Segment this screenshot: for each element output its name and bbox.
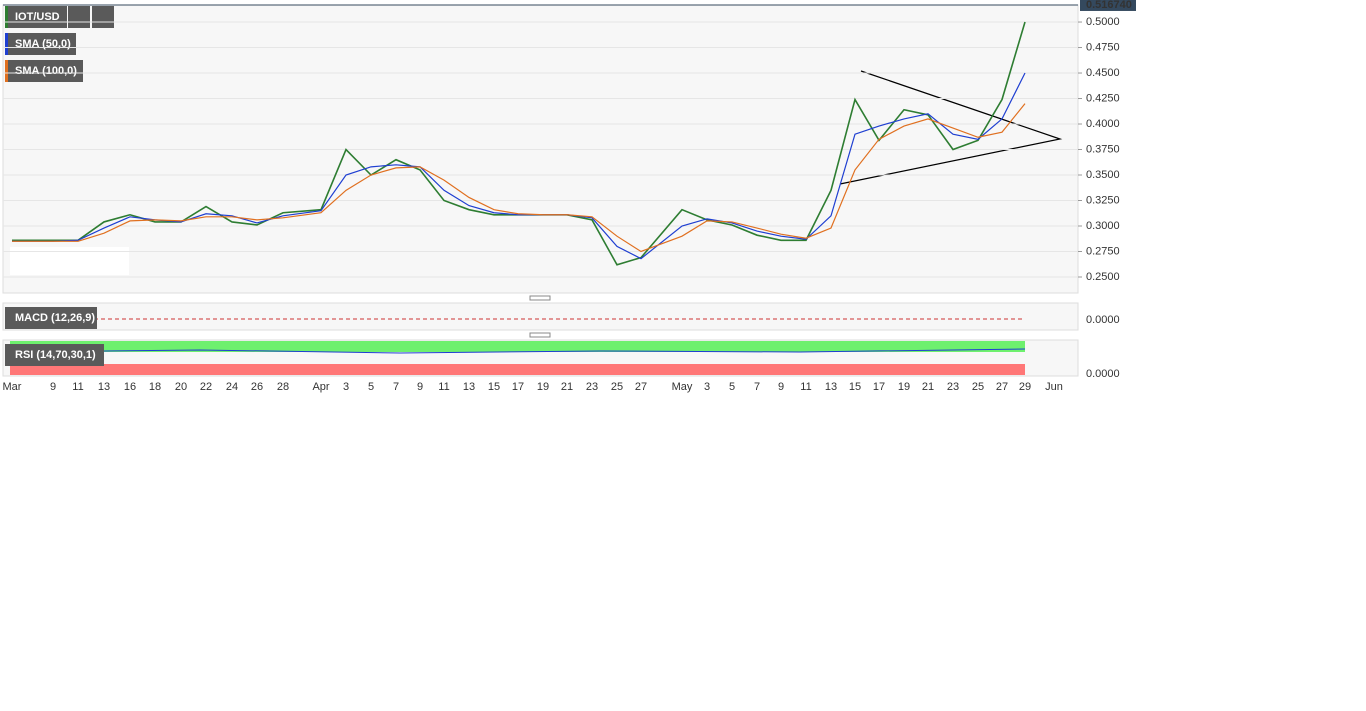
refresh-button[interactable]: [68, 6, 90, 28]
y-tick-label: 0.4000: [1086, 118, 1120, 130]
x-tick-label: 20: [175, 381, 187, 393]
x-tick-label: 23: [586, 381, 598, 393]
x-tick-label: 19: [898, 381, 910, 393]
x-tick-label: 21: [561, 381, 573, 393]
x-tick-label: 17: [512, 381, 524, 393]
x-tick-label: 16: [124, 381, 136, 393]
macd-label: MACD (12,26,9): [15, 312, 95, 324]
x-tick-label: 3: [343, 381, 349, 393]
y-tick-label: 0.3500: [1086, 169, 1120, 181]
x-tick-label: 9: [778, 381, 784, 393]
symbol-swatch: [5, 6, 8, 28]
rsi-axis-label: 0.0000: [1086, 368, 1120, 380]
rsi-overbought-band: [10, 341, 1025, 352]
x-tick-label: 19: [537, 381, 549, 393]
sma50-box[interactable]: [5, 33, 76, 55]
x-tick-label: 23: [947, 381, 959, 393]
x-tick-label: 21: [922, 381, 934, 393]
panel-resizer[interactable]: [529, 332, 551, 338]
x-tick-label: 11: [72, 381, 83, 393]
y-tick-label: 0.4750: [1086, 41, 1120, 53]
y-tick-label: 0.2750: [1086, 245, 1120, 257]
x-tick-label: 22: [200, 381, 212, 393]
x-tick-label: 7: [754, 381, 760, 393]
x-tick-label: 17: [873, 381, 885, 393]
sma50-label: SMA (50,0): [15, 38, 71, 50]
x-tick-label: 26: [251, 381, 263, 393]
price-panel: [2, 4, 1079, 294]
rsi-line: [9, 348, 1026, 354]
x-tick-label: 25: [972, 381, 984, 393]
last-price-tag: [1080, 0, 1136, 11]
settings-button[interactable]: [92, 6, 114, 28]
sma100-label: SMA (100,0): [15, 65, 77, 77]
macd-box[interactable]: [5, 307, 97, 329]
x-tick-label: 5: [368, 381, 374, 393]
y-tick-label: 0.5000: [1086, 16, 1120, 28]
x-tick-label: 29: [1019, 381, 1031, 393]
rsi-oversold-band: [10, 364, 1025, 375]
x-tick-label: 13: [463, 381, 475, 393]
x-tick-label: 3: [704, 381, 710, 393]
x-tick-label: 25: [611, 381, 623, 393]
rsi-label: RSI (14,70,30,1): [15, 349, 96, 361]
x-tick-label: 13: [825, 381, 837, 393]
x-tick-label: 5: [729, 381, 735, 393]
triangle-drawing: [839, 70, 1063, 185]
x-tick-label: Apr: [312, 381, 329, 393]
x-tick-label: May: [672, 381, 693, 393]
last-price-label: 0.516740: [1086, 0, 1132, 11]
series-line: [12, 103, 1026, 253]
x-tick-label: 11: [800, 381, 811, 393]
y-tick-label: 0.2500: [1086, 271, 1120, 283]
x-tick-label: 27: [635, 381, 647, 393]
y-tick-label: 0.3250: [1086, 194, 1120, 206]
sma100-swatch: [5, 60, 8, 82]
rsi-box[interactable]: [5, 344, 104, 366]
x-tick-label: 24: [226, 381, 238, 393]
macd-axis-label: 0.0000: [1086, 314, 1120, 326]
symbol-label: IOT/USD: [15, 11, 60, 23]
x-tick-label: 28: [277, 381, 289, 393]
x-tick-label: 15: [849, 381, 861, 393]
y-tick-label: 0.3000: [1086, 220, 1120, 232]
sma100-box[interactable]: [5, 60, 83, 82]
x-tick-label: 18: [149, 381, 161, 393]
x-tick-label: Mar: [3, 381, 22, 393]
symbol-toolbar: IOT/USD SMA (50,0) SMA (100,0) MACD (12,…: [5, 6, 114, 366]
x-tick-label: Jun: [1045, 381, 1063, 393]
x-tick-label: 7: [393, 381, 399, 393]
macd-panel: [2, 302, 1079, 331]
x-tick-label: 13: [98, 381, 110, 393]
sma50-swatch: [5, 33, 8, 55]
x-tick-label: 11: [438, 381, 449, 393]
x-tick-label: 9: [50, 381, 56, 393]
panel-resizer[interactable]: [529, 295, 551, 301]
y-tick-label: 0.4500: [1086, 67, 1120, 79]
x-tick-label: 27: [996, 381, 1008, 393]
x-tick-label: 9: [417, 381, 423, 393]
x-tick-label: 15: [488, 381, 500, 393]
y-tick-label: 0.3750: [1086, 143, 1120, 155]
y-tick-label: 0.4250: [1086, 92, 1120, 104]
